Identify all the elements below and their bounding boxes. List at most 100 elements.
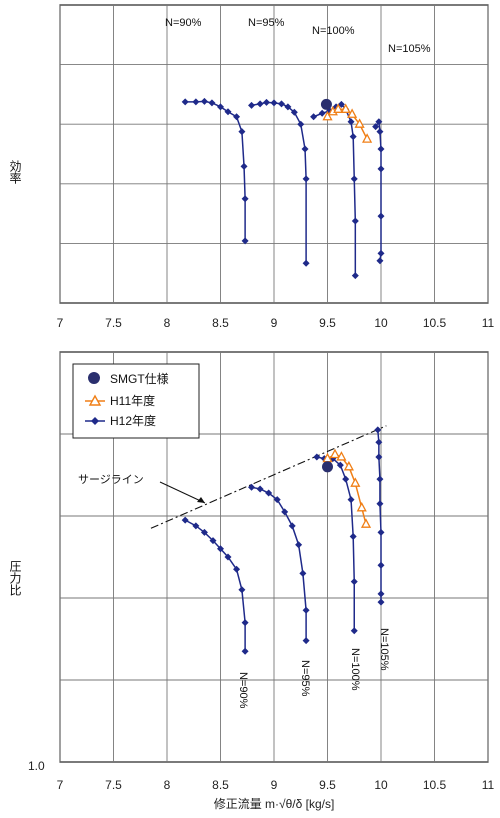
- pressure-x-axis-label: 修正流量 m·√θ/δ [kg/s]: [214, 796, 335, 811]
- data-point: [273, 496, 281, 504]
- x-tick-label: 8.5: [212, 778, 229, 792]
- data-point: [200, 97, 208, 105]
- legend-smgt-marker: [88, 372, 100, 384]
- data-point: [350, 578, 358, 586]
- data-point: [377, 165, 385, 173]
- data-point: [354, 118, 365, 128]
- pressure-legend: SMGT仕様 H11年度 H12年度: [72, 363, 200, 439]
- data-point: [256, 485, 264, 493]
- data-point: [192, 98, 200, 106]
- data-point: [217, 103, 224, 111]
- series-1: [248, 98, 310, 267]
- pressure-y-axis-label: 圧力比: [8, 560, 22, 597]
- data-point: [233, 113, 241, 121]
- data-point: [377, 561, 385, 569]
- pressure-x-tick-labels: 7 7.5 8 8.5 9 9.5 10 10.5 11: [57, 778, 495, 792]
- pressure-annotation-n105: N=105%: [378, 628, 390, 671]
- data-point: [377, 598, 385, 606]
- data-point: [375, 118, 383, 126]
- data-point: [310, 113, 318, 121]
- data-point: [377, 145, 385, 153]
- series-0: [181, 516, 249, 655]
- pressure-annotation-n90: N=90%: [237, 672, 249, 709]
- series-5: [320, 98, 332, 110]
- data-point: [265, 489, 273, 497]
- x-tick-label: 9.5: [319, 316, 336, 330]
- surge-line-pointer: [159, 481, 206, 504]
- data-point: [248, 483, 256, 491]
- data-point: [302, 259, 310, 267]
- data-point: [256, 100, 264, 108]
- data-point: [360, 518, 372, 528]
- data-point: [376, 257, 384, 265]
- x-tick-label: 7.5: [105, 316, 122, 330]
- data-point: [240, 162, 248, 170]
- pressure-chart: 7 7.5 8 8.5 9 9.5 10 10.5 11 1.0 圧力比 SMGT仕様 H11年…: [8, 351, 495, 811]
- data-point: [322, 461, 333, 473]
- data-point: [299, 569, 307, 577]
- efficiency-annotation-n95: N=95%: [248, 17, 285, 29]
- data-point: [241, 237, 249, 245]
- x-tick-label: 8: [164, 778, 171, 792]
- data-point: [342, 475, 350, 483]
- data-point: [377, 528, 385, 536]
- data-point: [349, 133, 357, 141]
- data-point: [192, 522, 200, 530]
- data-point: [356, 501, 367, 512]
- data-point: [340, 103, 351, 113]
- data-point: [263, 98, 271, 106]
- efficiency-x-tick-labels: 7 7.5 8 8.5 9 9.5 10 10.5 11: [57, 316, 495, 330]
- data-point: [284, 103, 292, 111]
- series-0: [181, 97, 249, 245]
- data-point: [200, 528, 208, 536]
- data-point: [376, 500, 384, 508]
- surge-line-group: [150, 425, 387, 529]
- data-point: [333, 103, 344, 113]
- data-point: [320, 98, 332, 110]
- data-point: [322, 110, 333, 121]
- data-point: [377, 212, 385, 220]
- efficiency-series-group: [181, 97, 385, 280]
- x-tick-label: 11: [482, 316, 495, 330]
- data-point: [224, 108, 232, 116]
- data-point: [302, 175, 310, 183]
- x-tick-label: 7: [57, 316, 64, 330]
- surge-line-arrowhead: [197, 497, 205, 503]
- data-point: [241, 619, 249, 627]
- efficiency-annotation-n100: N=100%: [312, 25, 355, 37]
- data-point: [376, 475, 384, 483]
- series-5: [322, 461, 333, 473]
- data-point: [349, 533, 357, 540]
- efficiency-chart: 7 7.5 8 8.5 9 9.5 10 10.5 11 効率 N=90% N=95% N=10…: [8, 4, 495, 330]
- data-point: [281, 508, 289, 516]
- data-point: [217, 545, 224, 553]
- data-point: [241, 195, 249, 203]
- data-point: [295, 541, 303, 549]
- x-tick-label: 9: [271, 316, 278, 330]
- data-point: [329, 448, 341, 459]
- data-point: [347, 496, 355, 504]
- series-line: [251, 486, 307, 641]
- data-point: [288, 522, 296, 530]
- data-point: [336, 451, 347, 461]
- data-point: [336, 461, 344, 469]
- data-point: [375, 438, 383, 446]
- data-point: [277, 100, 285, 108]
- series-line: [184, 519, 246, 652]
- data-point: [248, 101, 256, 109]
- data-point: [351, 272, 359, 280]
- data-point: [350, 627, 358, 635]
- data-point: [301, 145, 309, 153]
- data-point: [372, 123, 380, 131]
- efficiency-y-axis-label: 効率: [8, 159, 22, 184]
- series-4: [322, 103, 373, 143]
- data-point: [377, 590, 385, 598]
- data-point: [343, 460, 354, 471]
- data-point: [302, 606, 310, 614]
- data-point: [208, 99, 216, 107]
- data-point: [209, 537, 217, 545]
- data-point: [337, 100, 345, 108]
- x-tick-label: 10.5: [423, 316, 447, 330]
- x-tick-label: 10: [374, 316, 388, 330]
